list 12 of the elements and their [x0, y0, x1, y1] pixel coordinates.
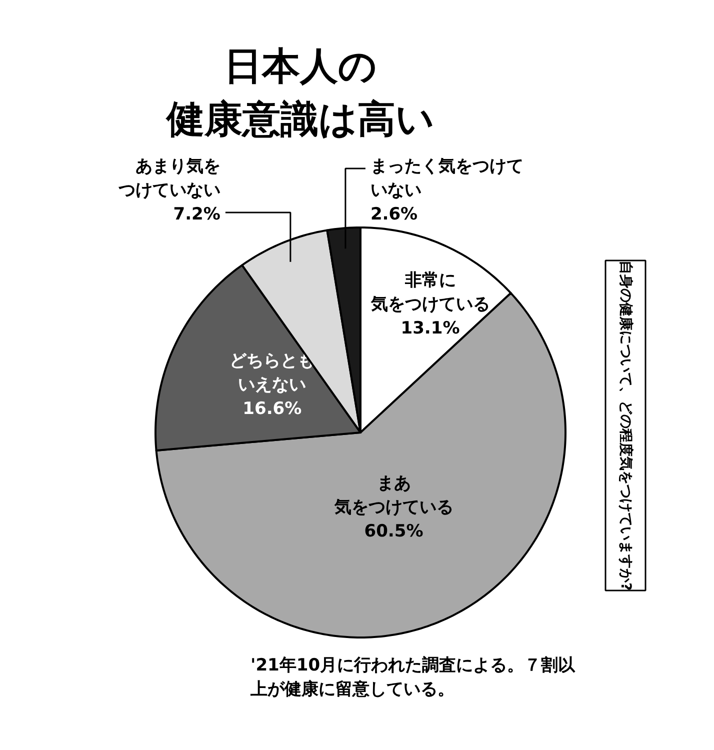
slice-label: 非常に気をつけている — [370, 270, 490, 315]
data-label: 13.1% — [400, 318, 460, 339]
data-label: 16.6% — [242, 399, 302, 420]
data-label: 2.6% — [370, 204, 418, 224]
text: 自身の健康について、どの程度気をつけていますか? — [618, 260, 634, 591]
chart-title: 日本人の健康意識は高い — [166, 44, 434, 141]
text: '21年10月に行われた調査による。７割以上が健康に留意している。 — [250, 656, 576, 700]
slice-label: まったく気をつけていない — [370, 156, 524, 200]
data-label: 7.2% — [173, 204, 220, 224]
slice-label: あまり気をつけていない — [117, 156, 220, 200]
data-label: 60.5% — [364, 521, 424, 542]
slice-label: まあ気をつけている — [333, 473, 454, 518]
